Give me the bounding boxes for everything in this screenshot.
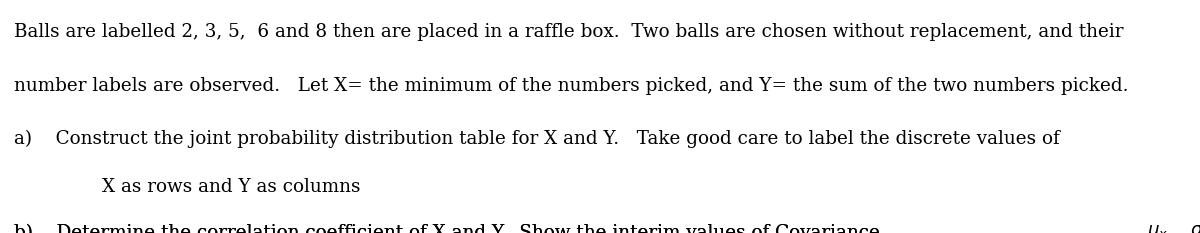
Text: Balls are labelled 2, 3, 5,  6 and 8 then are placed in a raffle box.  Two balls: Balls are labelled 2, 3, 5, 6 and 8 then… bbox=[14, 23, 1124, 41]
Text: b)    Determine the correlation coefficient of X and Y.  Show the interim values: b) Determine the correlation coefficient… bbox=[14, 224, 892, 233]
Text: b)    Determine the correlation coefficient of X and Y.  Show the interim values: b) Determine the correlation coefficient… bbox=[14, 224, 892, 233]
Text: a)    Construct the joint probability distribution table for X and Y.   Take goo: a) Construct the joint probability distr… bbox=[14, 129, 1060, 147]
Text: X as rows and Y as columns: X as rows and Y as columns bbox=[102, 178, 360, 196]
Text: number labels are observed.   Let X= the minimum of the numbers picked, and Y= t: number labels are observed. Let X= the m… bbox=[14, 77, 1129, 95]
Text: $\mu_x$ ,  $\sigma_x$,  $\mu_y$ ,  $\sigma_y$: $\mu_x$ , $\sigma_x$, $\mu_y$ , $\sigma_… bbox=[1147, 224, 1200, 233]
